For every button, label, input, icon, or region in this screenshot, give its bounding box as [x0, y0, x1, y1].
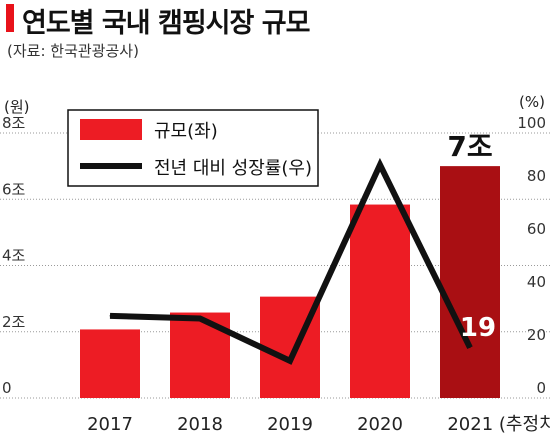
left-axis-unit: (원): [4, 98, 30, 116]
left-axis-tick-label: 4조: [2, 247, 26, 265]
x-axis-tick-label: 2021 (추정치): [447, 414, 550, 435]
x-axis-tick-label: 2019: [267, 414, 313, 435]
bar-2017: [80, 329, 140, 398]
growth-rate-point: [379, 164, 381, 166]
growth-value-label: 19: [460, 313, 496, 343]
bar-value-label: 7조: [447, 130, 492, 163]
legend-label-bar: 규모(좌): [154, 121, 218, 142]
bar-2021: [440, 166, 500, 398]
bar-2020: [350, 204, 410, 398]
right-axis-tick-label: 60: [527, 220, 546, 238]
x-axis-tick-label: 2017: [87, 414, 133, 435]
right-axis-tick-label: 80: [527, 167, 546, 185]
left-axis-tick-label: 8조: [2, 114, 26, 132]
chart-title: 연도별 국내 캠핑시장 규모: [22, 8, 310, 39]
growth-rate-point: [199, 318, 201, 319]
legend-swatch-bar: [80, 119, 142, 140]
left-axis-tick-label: 2조: [2, 313, 26, 331]
growth-rate-point: [469, 347, 471, 349]
legend-label-line: 전년 대비 성장률(우): [154, 158, 312, 179]
right-axis-tick-label: 100: [517, 114, 546, 132]
right-axis-unit: (%): [519, 93, 545, 111]
chart-source: (자료: 한국관광공사): [7, 42, 139, 60]
left-axis-tick-label: 6조: [2, 180, 26, 198]
title-accent-bar: [6, 4, 14, 32]
growth-rate-point: [289, 360, 291, 362]
right-axis-tick-label: 40: [527, 273, 546, 291]
x-axis-tick-label: 2018: [177, 414, 223, 435]
right-axis-tick-label: 0: [536, 379, 546, 397]
right-axis-tick-label: 20: [527, 326, 546, 344]
left-axis-tick-label: 0: [2, 379, 12, 397]
growth-rate-point: [109, 315, 111, 317]
x-axis-tick-label: 2020: [357, 414, 403, 435]
